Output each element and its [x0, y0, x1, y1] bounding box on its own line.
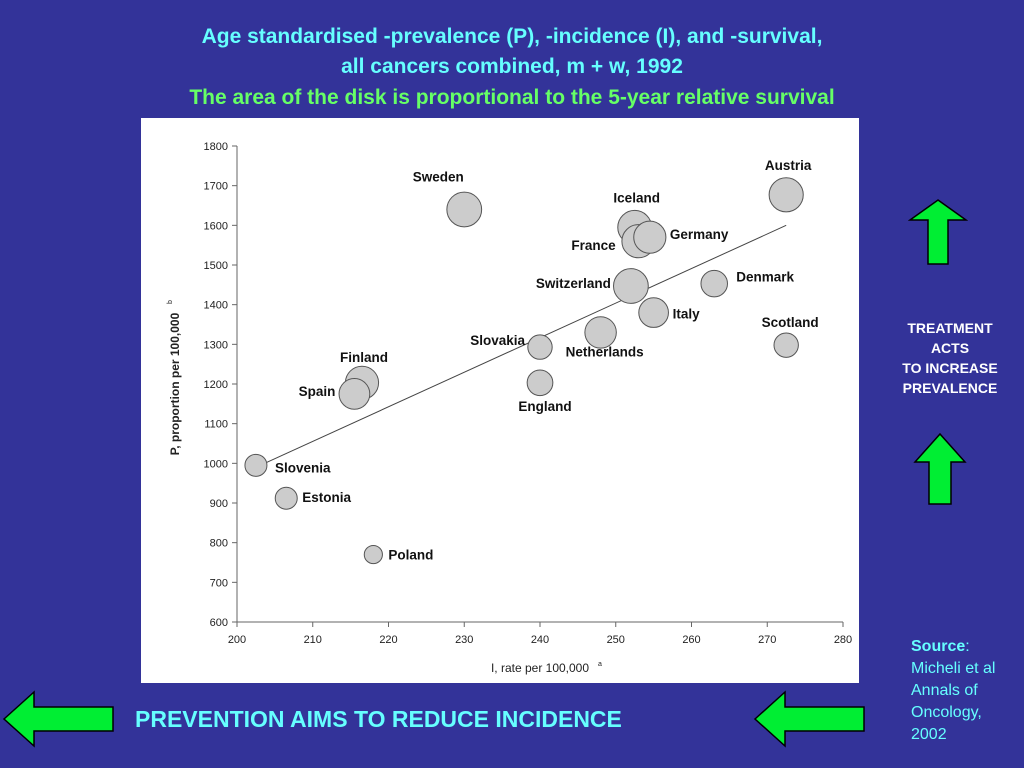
chart-subtitle: The area of the disk is proportional to … [189, 86, 835, 109]
bubble-austria [768, 177, 804, 213]
x-tick-label: 230 [455, 634, 473, 646]
bubble-netherlands [584, 316, 617, 349]
source-line: Oncology, [911, 704, 982, 721]
bubble-poland [363, 544, 383, 565]
source-line: Annals of [911, 682, 978, 699]
bubble-germany [633, 220, 667, 254]
y-tick-label: 800 [210, 538, 228, 550]
bubble-chart: 600 700 800 900 1000 1100 1200 1300 1400 1500 1600… [167, 141, 852, 675]
source-citation: Source: Micheli et al Annals of Oncology… [911, 636, 1021, 746]
x-tick-label: 260 [682, 634, 700, 646]
bubble-sweden [446, 191, 483, 228]
trend-line [255, 224, 787, 468]
bubble-label: Netherlands [566, 344, 644, 359]
up-arrow-icon [913, 432, 967, 505]
y-axis-title-sup: b [167, 300, 174, 304]
bubble-denmark [700, 269, 728, 298]
bubble-switzerland [613, 268, 649, 304]
x-tick-label: 240 [531, 634, 549, 646]
y-tick-label: 1500 [204, 260, 228, 272]
y-tick-label: 1800 [204, 141, 228, 153]
x-tick-label: 210 [304, 634, 322, 646]
treatment-line: TREATMENT [907, 320, 993, 336]
prevention-note: PREVENTION AIMS TO REDUCE INCIDENCE [135, 706, 622, 732]
y-tick-label: 1200 [204, 379, 228, 391]
y-tick-label: 700 [210, 577, 228, 589]
chart-title-line-1: Age standardised -prevalence (P), -incid… [201, 25, 823, 48]
left-arrow-icon [2, 690, 114, 748]
up-arrow-icon [908, 199, 968, 265]
x-tick-label: 270 [758, 634, 776, 646]
source-label: Source [911, 638, 966, 655]
y-tick-label: 1400 [204, 300, 228, 312]
y-tick-label: 1300 [204, 339, 228, 351]
x-axis-title: I, rate per 100,000 [491, 661, 589, 675]
bubble-label: Sweden [413, 169, 464, 184]
y-tick-label: 1700 [204, 181, 228, 193]
bubble-label: Finland [340, 350, 388, 365]
bubble-label: Scotland [762, 315, 819, 330]
bubble-label: Italy [673, 307, 701, 322]
chart-title-line-2: all cancers combined, m + w, 1992 [341, 55, 683, 78]
bubble-label: Estonia [302, 490, 351, 505]
y-tick-label: 900 [210, 498, 228, 510]
bubble-label: Switzerland [536, 276, 611, 291]
y-tick-label: 1000 [204, 458, 228, 470]
bubble-estonia [274, 486, 298, 510]
left-arrow-icon [753, 690, 865, 748]
bubble-spain [338, 378, 371, 410]
treatment-line: TO INCREASE [902, 360, 998, 376]
y-tick-label: 600 [210, 617, 228, 629]
bubble-label: Slovakia [470, 333, 525, 348]
bubble-england [526, 369, 554, 397]
x-tick-label: 200 [228, 634, 246, 646]
bubble-label: Spain [299, 384, 336, 399]
bubble-label: Germany [670, 227, 729, 242]
bubble-slovenia [244, 453, 268, 477]
y-tick-label: 1100 [204, 419, 228, 431]
bubble-label: Slovenia [275, 460, 331, 475]
bubble-italy [638, 297, 669, 328]
bubble-label: England [518, 399, 571, 414]
bubble-slovakia [527, 334, 553, 360]
treatment-line: ACTS [930, 340, 970, 356]
chart-panel: 600 700 800 900 1000 1100 1200 1300 1400 1500 1600… [141, 118, 859, 683]
bubble-label: Denmark [736, 270, 794, 285]
bubble-label: France [571, 238, 616, 253]
treatment-line: PREVALENCE [902, 380, 998, 396]
source-line: Micheli et al [911, 660, 996, 677]
x-axis-title-sup: a [598, 661, 602, 668]
treatment-note: TREATMENT ACTS TO INCREASE PREVALENCE [880, 318, 1020, 398]
bubble-label: Austria [765, 158, 812, 173]
y-axis-title: P, proportion per 100,000 [168, 312, 182, 455]
y-tick-label: 1600 [204, 220, 228, 232]
x-tick-label: 220 [379, 634, 397, 646]
source-colon: : [965, 638, 970, 655]
bubble-scotland [773, 332, 799, 358]
source-line: 2002 [911, 726, 947, 743]
x-tick-label: 250 [607, 634, 625, 646]
bubble-label: Poland [388, 548, 433, 563]
bubble-label: Iceland [613, 190, 660, 205]
x-tick-label: 280 [834, 634, 852, 646]
